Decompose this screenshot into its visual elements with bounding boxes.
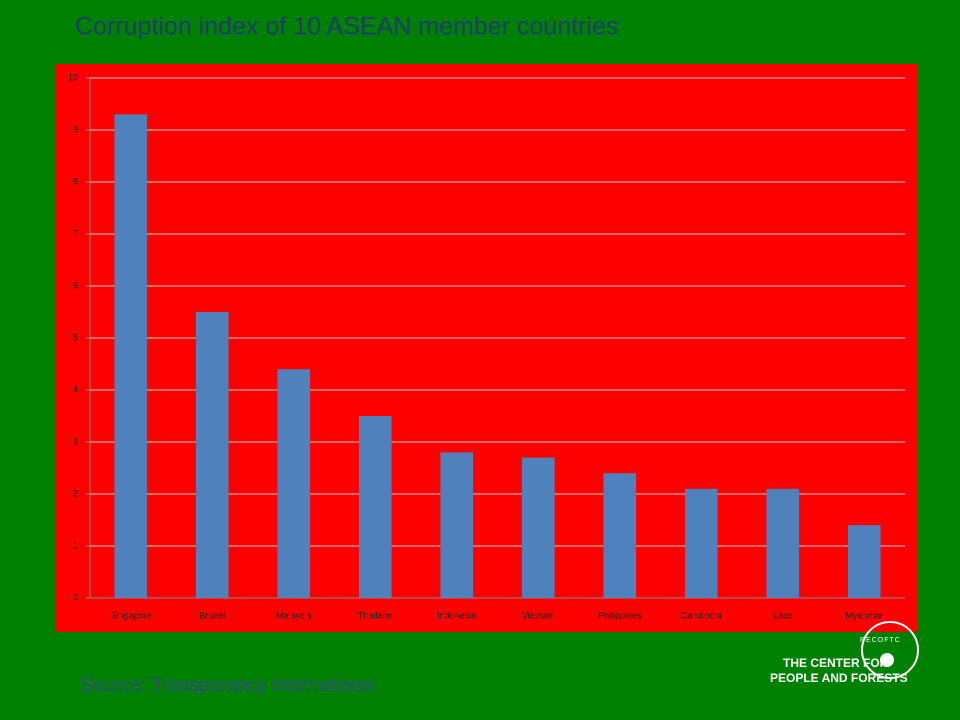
- bar: [358, 416, 392, 598]
- y-tick-label: 2: [73, 488, 78, 498]
- logo-line: THE CENTER FOR: [783, 656, 889, 670]
- logo-line: PEOPLE AND FORESTS: [770, 671, 908, 685]
- x-tick-label: Thailand: [358, 610, 393, 620]
- y-tick-label: 5: [73, 332, 78, 342]
- bar: [684, 488, 718, 598]
- bar: [277, 369, 311, 598]
- y-tick-label: 8: [73, 176, 78, 186]
- x-tick-label: Laos: [773, 610, 793, 620]
- y-tick-label: 1: [73, 540, 78, 550]
- logo-ring: [861, 621, 919, 679]
- x-tick-label: Malaysia: [276, 610, 312, 620]
- y-tick-label: 4: [73, 384, 78, 394]
- y-tick-label: 9: [73, 124, 78, 134]
- logo-tree: [880, 653, 894, 667]
- x-tick-label: Brunei: [199, 610, 225, 620]
- x-tick-label: Philippines: [598, 610, 642, 620]
- x-tick-label: Cambodia: [681, 610, 722, 620]
- bar: [766, 488, 800, 598]
- bar: [603, 473, 637, 598]
- bar: [195, 312, 229, 598]
- bar: [521, 457, 555, 598]
- chart-title: Corruption index of 10 ASEAN member coun…: [75, 13, 618, 41]
- logo: RECOFTC THE CENTER FOR PEOPLE AND FOREST…: [770, 621, 919, 685]
- logo-name: RECOFTC: [860, 637, 901, 644]
- x-tick-label: Singapore: [110, 610, 151, 620]
- y-tick-label: 7: [73, 228, 78, 238]
- source-note: Source: Transparency International: [80, 675, 376, 696]
- y-tick-label: 10: [68, 72, 78, 82]
- bar: [114, 114, 148, 599]
- x-tick-label: Indonesia: [437, 610, 476, 620]
- bar: [440, 452, 474, 598]
- y-tick-label: 0: [73, 592, 78, 602]
- y-tick-label: 6: [73, 280, 78, 290]
- bar: [847, 525, 881, 598]
- x-tick-label: Vietnam: [522, 610, 555, 620]
- x-tick-label: Myanmar: [845, 610, 883, 620]
- y-tick-label: 3: [73, 436, 78, 446]
